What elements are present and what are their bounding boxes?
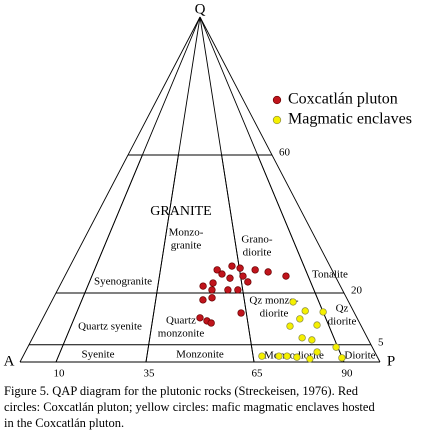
data-point — [313, 321, 321, 329]
field-label: Quartz syenite — [78, 321, 142, 333]
data-point — [313, 348, 321, 356]
field-label: Monzonite — [176, 349, 224, 361]
field-label: GRANITE — [150, 204, 211, 219]
vertex-label: Q — [195, 1, 206, 17]
data-point — [275, 352, 283, 360]
field-label: Qz — [336, 303, 349, 315]
y-tick-label: 20 — [351, 285, 363, 297]
data-point — [199, 296, 207, 304]
field-label: Tonalite — [312, 269, 348, 281]
x-tick-label: 90 — [342, 368, 354, 380]
data-point — [207, 319, 215, 327]
data-point — [239, 272, 247, 280]
legend-label: Coxcatlán pluton — [288, 91, 398, 108]
vertex-label: P — [387, 353, 395, 369]
x-tick-label: 65 — [252, 368, 264, 380]
field-label: diorite — [243, 247, 272, 259]
legend-marker — [272, 115, 282, 125]
field-label: Syenogranite — [94, 276, 152, 288]
triangle-edge — [199, 16, 381, 363]
field-label: diorite — [328, 316, 357, 328]
data-point — [308, 336, 316, 344]
data-point — [286, 322, 294, 330]
data-point — [293, 353, 301, 361]
x-tick-label: 10 — [54, 368, 66, 380]
data-point — [208, 294, 216, 302]
field-label: Syenite — [82, 349, 115, 361]
data-point — [199, 282, 207, 290]
y-tick-label: 60 — [279, 147, 291, 159]
data-point — [298, 334, 306, 342]
data-point — [228, 262, 236, 270]
data-point — [209, 279, 217, 287]
legend-marker — [272, 95, 282, 105]
data-point — [301, 307, 309, 315]
field-boundary — [221, 154, 255, 363]
caption: Figure 5. QAP diagram for the plutonic r… — [4, 384, 359, 398]
data-point — [251, 266, 259, 274]
data-point — [306, 355, 314, 363]
data-point — [296, 315, 304, 323]
data-point — [338, 354, 346, 362]
field-boundary — [257, 154, 345, 363]
field-boundary — [145, 154, 179, 363]
field-label: Qz monzo- — [249, 295, 299, 307]
data-point — [224, 286, 232, 294]
legend-label: Magmatic enclaves — [288, 111, 412, 128]
data-point — [237, 309, 245, 317]
data-point — [218, 270, 226, 278]
field-label: Grano- — [241, 234, 272, 246]
data-point — [236, 264, 244, 272]
data-point — [319, 308, 327, 316]
triangle-edge — [19, 16, 201, 363]
field-label: Monzo- — [169, 227, 204, 239]
data-point — [208, 286, 216, 294]
field-label: monzonite — [158, 328, 205, 340]
caption: circles: Coxcatlán pluton; yellow circle… — [4, 400, 375, 414]
data-point — [213, 266, 221, 274]
data-point — [226, 274, 234, 282]
data-point — [196, 314, 204, 322]
data-point — [282, 272, 290, 280]
field-boundary — [55, 154, 143, 363]
y-tick-label: 5 — [378, 336, 384, 348]
data-point — [289, 298, 297, 306]
vertex-label: A — [4, 353, 15, 369]
field-label: granite — [171, 240, 202, 252]
data-point — [258, 352, 266, 360]
data-point — [244, 278, 252, 286]
data-point — [234, 286, 242, 294]
data-point — [264, 268, 272, 276]
caption: in the Coxcatlán pluton. — [4, 416, 124, 430]
field-label: Quartz — [166, 315, 196, 327]
x-tick-label: 35 — [144, 368, 156, 380]
field-label: Diorite — [344, 350, 375, 362]
data-point — [332, 343, 340, 351]
field-label: diorite — [260, 308, 289, 320]
data-point — [283, 352, 291, 360]
